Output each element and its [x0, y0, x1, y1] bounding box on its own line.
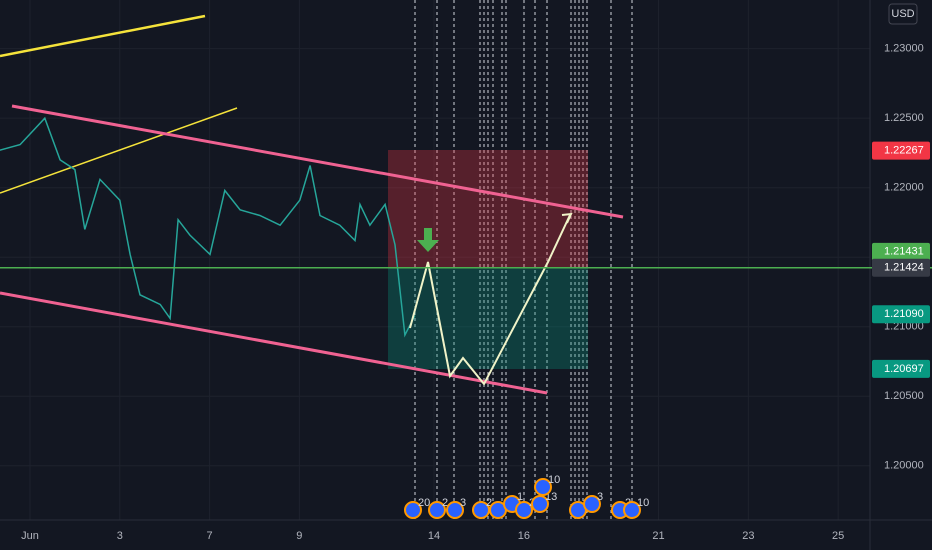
price-tag	[872, 141, 930, 160]
x-tick-label: 23	[742, 530, 754, 542]
stop-zone	[388, 150, 588, 268]
currency-label: USD	[891, 8, 914, 20]
x-tick-label: 14	[428, 530, 440, 542]
event-icon	[515, 501, 533, 519]
x-tick-label: 7	[207, 530, 213, 542]
sell-arrow	[417, 228, 439, 252]
price-tag-label: 1.21431	[884, 246, 924, 258]
event-count: 3	[597, 491, 603, 503]
x-tick-label: 3	[117, 530, 123, 542]
y-tick-label: 1.21000	[884, 321, 924, 333]
price-line	[0, 116, 416, 338]
x-tick-label: 21	[652, 530, 664, 542]
price-tag-label: 1.21090	[884, 308, 924, 320]
price-tag	[872, 305, 930, 324]
price-tag	[872, 258, 930, 277]
vertical-markers	[414, 0, 633, 520]
event-count: 10	[637, 497, 649, 509]
channel-line	[0, 291, 548, 395]
event-count: 3	[460, 497, 466, 509]
event-icon	[446, 501, 464, 519]
price-tag-label: 1.21424	[884, 262, 924, 274]
projection-arrow	[561, 212, 573, 224]
trend-line	[0, 14, 206, 58]
event-icon	[404, 501, 422, 519]
y-tick-label: 1.20000	[884, 460, 924, 472]
x-tick-label: Jun	[21, 530, 39, 542]
x-tick-label: 25	[832, 530, 844, 542]
y-tick-label: 1.20500	[884, 390, 924, 402]
event-icon	[623, 501, 641, 519]
y-tick-label: 1.23000	[884, 43, 924, 55]
event-icon	[583, 495, 601, 513]
x-tick-label: 16	[518, 530, 530, 542]
price-tag	[872, 242, 930, 261]
event-count: 2	[442, 497, 448, 509]
event-icon	[428, 501, 446, 519]
y-tick-label: 1.22000	[884, 182, 924, 194]
event-icon	[534, 478, 552, 496]
currency-box	[888, 3, 918, 25]
y-tick-label: 1.22500	[884, 112, 924, 124]
event-count: 10	[548, 474, 560, 486]
target-zone	[388, 268, 588, 369]
event-count: 2	[486, 497, 492, 509]
event-count: 20	[418, 497, 430, 509]
price-tag-label: 1.20697	[884, 363, 924, 375]
channel-line	[11, 104, 624, 219]
trend-line	[0, 107, 238, 194]
price-tag-label: 1.22267	[884, 144, 924, 156]
event-count: 1	[517, 491, 523, 503]
price-tag	[872, 359, 930, 378]
event-icon	[531, 495, 549, 513]
projection-path	[409, 214, 571, 386]
x-tick-label: 9	[296, 530, 302, 542]
